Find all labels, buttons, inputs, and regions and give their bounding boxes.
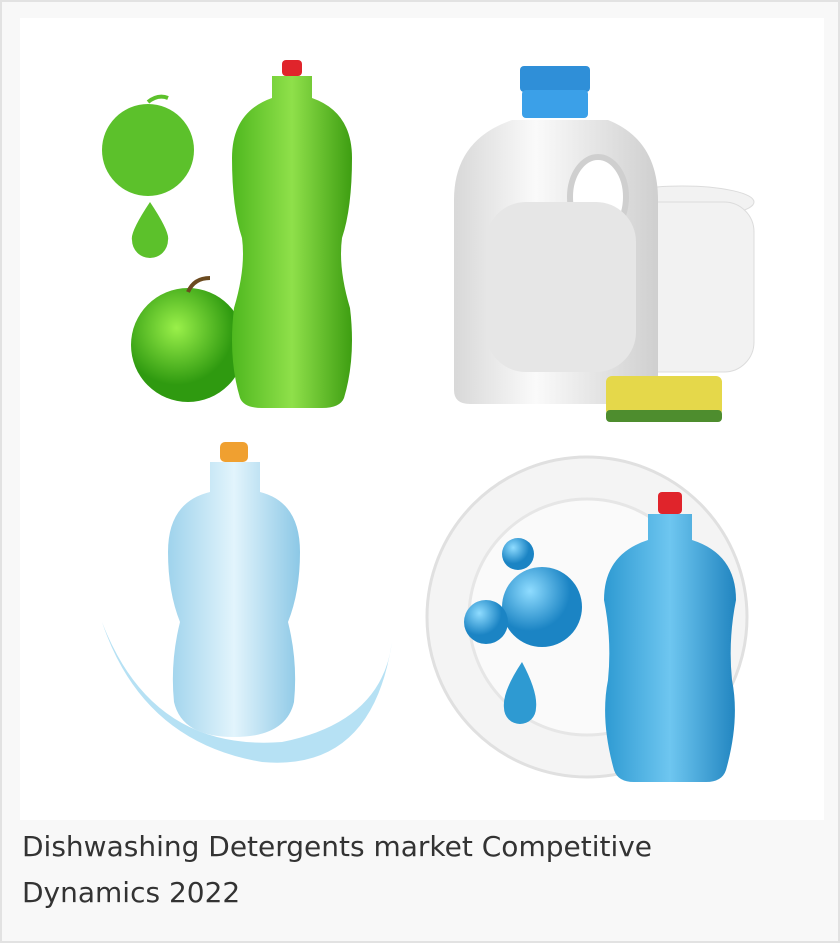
illustration [20,18,824,820]
caption: Dishwashing Detergents market Competitiv… [22,824,722,916]
figure-card: Dishwashing Detergents market Competitiv… [0,0,840,943]
